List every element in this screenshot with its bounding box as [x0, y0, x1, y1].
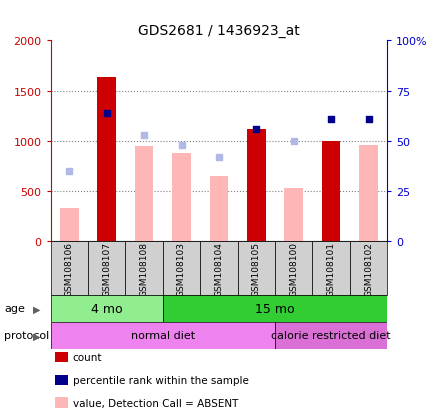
- Text: GSM108104: GSM108104: [214, 241, 224, 296]
- Text: GSM108107: GSM108107: [102, 241, 111, 296]
- Bar: [88, 242, 125, 295]
- Text: protocol: protocol: [4, 330, 50, 341]
- Text: GSM108105: GSM108105: [252, 241, 261, 296]
- Point: [66, 168, 73, 175]
- Text: GSM108102: GSM108102: [364, 241, 373, 296]
- Text: age: age: [4, 304, 25, 314]
- Bar: [51, 242, 88, 295]
- Bar: [247, 129, 266, 242]
- Bar: [200, 242, 238, 295]
- Text: 15 mo: 15 mo: [255, 302, 295, 315]
- Bar: [238, 242, 275, 295]
- Point: [327, 116, 335, 123]
- Bar: [275, 242, 312, 295]
- Bar: [322, 141, 341, 242]
- Bar: [163, 242, 200, 295]
- Bar: [60, 209, 79, 242]
- Bar: [284, 188, 303, 242]
- Text: GSM108106: GSM108106: [65, 241, 74, 296]
- Point: [141, 132, 148, 139]
- Text: percentile rank within the sample: percentile rank within the sample: [73, 375, 249, 385]
- Bar: [51, 295, 163, 322]
- Text: GSM108101: GSM108101: [326, 241, 336, 296]
- Bar: [125, 242, 163, 295]
- Title: GDS2681 / 1436923_at: GDS2681 / 1436923_at: [138, 24, 300, 38]
- Point: [103, 110, 110, 117]
- Bar: [312, 242, 350, 295]
- Bar: [97, 77, 116, 242]
- Text: calorie restricted diet: calorie restricted diet: [271, 330, 391, 341]
- Text: 4 mo: 4 mo: [91, 302, 122, 315]
- Bar: [135, 147, 154, 242]
- Text: normal diet: normal diet: [131, 330, 195, 341]
- Bar: [359, 145, 378, 242]
- Point: [365, 116, 372, 123]
- Text: ▶: ▶: [33, 304, 40, 314]
- Text: GSM108103: GSM108103: [177, 241, 186, 296]
- Bar: [350, 242, 387, 295]
- Point: [216, 154, 222, 161]
- Text: GSM108108: GSM108108: [139, 241, 149, 296]
- Text: GSM108100: GSM108100: [289, 241, 298, 296]
- Point: [178, 142, 185, 149]
- Bar: [163, 295, 387, 322]
- Bar: [209, 176, 228, 242]
- Text: ▶: ▶: [33, 330, 40, 341]
- Point: [290, 138, 297, 145]
- Bar: [172, 154, 191, 242]
- Text: value, Detection Call = ABSENT: value, Detection Call = ABSENT: [73, 398, 238, 408]
- Text: count: count: [73, 352, 102, 362]
- Bar: [275, 322, 387, 349]
- Bar: [51, 322, 275, 349]
- Point: [253, 126, 260, 133]
